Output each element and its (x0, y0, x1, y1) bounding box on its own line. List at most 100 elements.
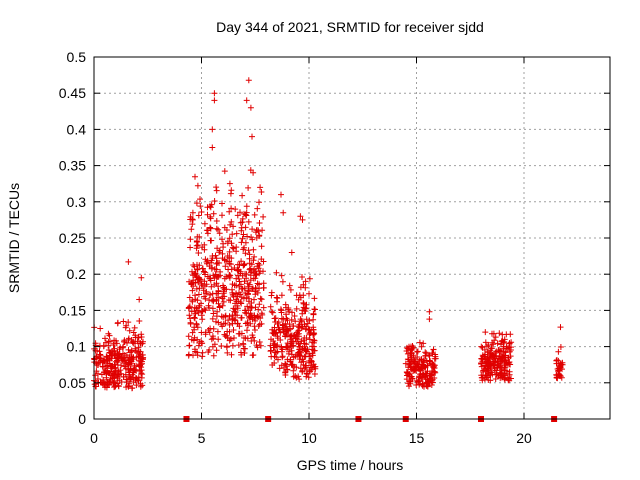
data-point (284, 366, 291, 373)
data-point (125, 319, 132, 326)
data-point (223, 227, 230, 233)
data-point (213, 347, 220, 354)
data-point (129, 339, 136, 346)
data-point (197, 196, 203, 203)
data-point (211, 198, 218, 204)
data-point (301, 345, 308, 352)
data-point (258, 296, 265, 303)
data-point (494, 340, 501, 347)
data-point (122, 324, 129, 331)
data-point (92, 372, 99, 379)
data-point (234, 312, 241, 319)
data-point (238, 294, 245, 301)
data-point (235, 342, 242, 349)
data-point (136, 296, 143, 303)
data-point (133, 382, 140, 389)
data-point (220, 298, 227, 305)
data-point (97, 351, 104, 358)
data-point (120, 373, 127, 380)
data-point (258, 256, 265, 263)
data-point (251, 296, 257, 303)
data-point (204, 273, 211, 280)
data-point (189, 216, 196, 223)
data-point (191, 324, 198, 331)
data-point (126, 327, 133, 334)
data-point (258, 243, 265, 250)
data-point (219, 293, 226, 300)
data-point (253, 271, 260, 278)
data-point (299, 274, 305, 280)
data-point (300, 292, 307, 299)
data-point (282, 326, 289, 333)
data-point (260, 268, 266, 275)
data-point (271, 330, 278, 337)
data-point (407, 349, 414, 356)
data-point (238, 314, 245, 321)
data-point (306, 359, 313, 366)
data-point (553, 371, 560, 378)
data-point (291, 332, 298, 339)
data-point (309, 364, 315, 371)
data-point (101, 369, 108, 376)
data-point (240, 231, 247, 238)
data-point (247, 104, 254, 111)
data-point (227, 221, 234, 228)
data-point (190, 352, 196, 359)
y-tick-label: 0.2 (67, 266, 87, 282)
data-point (496, 369, 503, 376)
data-point (194, 233, 201, 240)
data-point (278, 292, 285, 299)
data-point (105, 330, 112, 337)
data-point (228, 266, 235, 273)
x-tick-label: 10 (301, 430, 317, 446)
data-point (288, 249, 295, 256)
data-point (485, 342, 492, 348)
data-point (498, 365, 505, 372)
data-point (478, 372, 485, 379)
x-axis-label: GPS time / hours (297, 457, 404, 473)
data-point (256, 220, 263, 226)
data-point (249, 285, 255, 292)
data-point (501, 367, 508, 374)
data-point (425, 376, 431, 383)
data-point (193, 200, 200, 207)
data-point (553, 357, 560, 363)
data-point (114, 349, 121, 355)
data-point (273, 269, 280, 276)
data-point (506, 368, 513, 375)
plot-frame (93, 56, 611, 420)
data-point (106, 378, 113, 385)
data-point (418, 343, 425, 350)
data-point (112, 383, 119, 390)
data-point (96, 342, 103, 349)
data-point (303, 316, 310, 323)
data-point (289, 362, 296, 369)
data-point (189, 297, 196, 304)
data-point (432, 351, 439, 358)
data-point (257, 342, 264, 349)
data-point (296, 376, 303, 383)
data-point (490, 341, 497, 348)
data-point (231, 282, 238, 289)
data-point (189, 221, 196, 228)
data-point (125, 360, 132, 366)
data-point (193, 239, 200, 245)
data-point (229, 342, 236, 349)
data-point (274, 335, 281, 342)
data-point (196, 262, 203, 269)
data-point (186, 342, 193, 349)
data-point (232, 300, 239, 307)
data-point (300, 300, 307, 307)
data-point (295, 296, 302, 303)
data-point (275, 356, 281, 363)
data-point (260, 284, 267, 291)
data-point (257, 295, 264, 302)
data-point (219, 212, 225, 219)
data-point (110, 340, 117, 347)
data-point (293, 292, 300, 299)
data-point (204, 260, 210, 267)
data-point (199, 265, 206, 272)
data-point (224, 328, 231, 335)
data-point (191, 314, 198, 321)
data-point (490, 330, 497, 337)
